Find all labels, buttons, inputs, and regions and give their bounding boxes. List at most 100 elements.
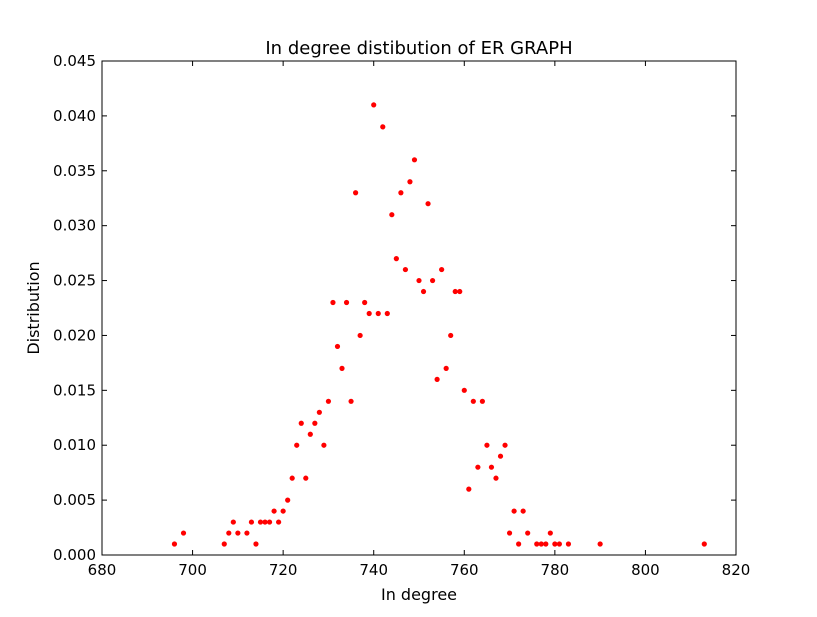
data-point xyxy=(547,530,553,536)
data-point xyxy=(334,343,341,350)
data-point xyxy=(466,486,472,492)
data-point xyxy=(384,310,390,317)
data-point xyxy=(556,541,562,547)
data-point xyxy=(452,288,458,295)
data-point xyxy=(502,442,508,448)
data-point xyxy=(366,310,372,317)
data-point xyxy=(316,409,322,415)
axis-ticks: 680 700 720 740 760 780 800 820 0.000 0.005 0.010 0… xyxy=(53,52,750,579)
data-point xyxy=(416,277,422,284)
x-tick-label: 760 xyxy=(450,561,479,579)
data-point xyxy=(479,398,485,404)
data-point xyxy=(371,102,377,108)
data-point xyxy=(701,541,707,547)
y-tick-label: 0.030 xyxy=(53,217,96,235)
data-point xyxy=(538,541,544,547)
data-point xyxy=(552,541,558,547)
data-point xyxy=(457,288,463,295)
y-axis-label: Distribution xyxy=(24,261,43,354)
data-point xyxy=(285,497,291,503)
data-point xyxy=(461,387,467,393)
x-tick-label: 800 xyxy=(631,561,660,579)
y-tick-label: 0.015 xyxy=(53,381,96,399)
data-point xyxy=(407,179,413,185)
x-tick-label: 820 xyxy=(722,561,751,579)
data-point xyxy=(484,442,490,448)
chart-title: In degree distibution of ER GRAPH xyxy=(265,38,572,59)
data-point xyxy=(511,508,517,514)
data-point xyxy=(597,541,603,547)
y-tick-label: 0.045 xyxy=(53,52,96,70)
data-point xyxy=(439,266,445,273)
data-point xyxy=(321,442,327,448)
data-point xyxy=(180,530,187,536)
data-point xyxy=(425,201,431,207)
data-point xyxy=(257,519,264,525)
data-point xyxy=(312,420,318,426)
data-point xyxy=(171,541,178,547)
x-tick-label: 700 xyxy=(178,561,207,579)
data-point xyxy=(235,530,241,536)
data-point xyxy=(303,475,309,481)
y-tick-label: 0.035 xyxy=(53,162,96,180)
data-point xyxy=(276,519,282,525)
data-point xyxy=(520,508,526,514)
y-tick-label: 0.010 xyxy=(53,436,96,454)
data-point xyxy=(230,519,236,525)
y-tick-label: 0.020 xyxy=(53,326,96,344)
y-tick-label: 0.005 xyxy=(53,491,96,509)
data-point xyxy=(488,464,495,470)
data-point xyxy=(389,212,395,218)
data-point xyxy=(543,541,549,547)
data-point xyxy=(248,519,255,525)
data-point xyxy=(330,299,336,306)
data-point xyxy=(525,530,531,536)
data-point xyxy=(411,157,418,163)
data-point xyxy=(375,310,381,317)
x-tick-label: 740 xyxy=(359,561,388,579)
data-point xyxy=(253,541,259,547)
data-point xyxy=(353,190,359,196)
data-points xyxy=(171,102,707,547)
data-point xyxy=(506,530,513,536)
data-point xyxy=(362,299,368,306)
data-point xyxy=(429,277,436,284)
data-point xyxy=(565,541,572,547)
data-point xyxy=(402,266,409,273)
data-point xyxy=(497,453,504,459)
y-tick-label: 0.000 xyxy=(53,546,96,564)
x-tick-label: 680 xyxy=(88,561,117,579)
data-point xyxy=(393,256,399,262)
data-point xyxy=(262,519,268,525)
data-point xyxy=(443,365,449,371)
data-point xyxy=(357,332,363,339)
data-point xyxy=(294,442,300,448)
data-point xyxy=(516,541,522,547)
data-point xyxy=(298,420,304,426)
y-tick-label: 0.040 xyxy=(53,107,96,125)
data-point xyxy=(221,541,227,547)
data-point xyxy=(475,464,481,470)
data-point xyxy=(307,431,313,437)
data-point xyxy=(289,475,295,481)
data-point xyxy=(420,288,427,295)
data-point xyxy=(266,519,273,525)
data-point xyxy=(380,124,386,130)
data-point xyxy=(226,530,232,536)
data-point xyxy=(434,376,440,382)
data-point xyxy=(271,508,277,514)
data-point xyxy=(398,190,404,196)
x-axis-label: In degree xyxy=(381,585,457,604)
data-point xyxy=(348,398,354,404)
data-point xyxy=(343,299,350,306)
data-point xyxy=(493,475,499,481)
data-point xyxy=(534,541,540,547)
data-point xyxy=(339,365,345,371)
data-point xyxy=(448,332,454,339)
x-tick-label: 720 xyxy=(269,561,298,579)
plot-area-frame xyxy=(101,60,737,556)
data-point xyxy=(280,508,286,514)
data-point xyxy=(244,530,250,536)
data-point xyxy=(325,398,332,404)
